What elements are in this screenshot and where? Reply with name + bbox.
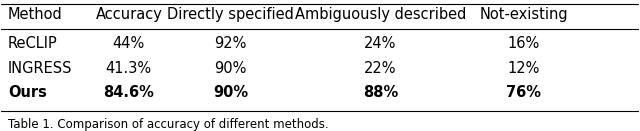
Text: 22%: 22% xyxy=(364,61,397,76)
Text: 12%: 12% xyxy=(508,61,540,76)
Text: 24%: 24% xyxy=(364,36,397,51)
Text: Ours: Ours xyxy=(8,85,47,100)
Text: Table 1. Comparison of accuracy of different methods.: Table 1. Comparison of accuracy of diffe… xyxy=(8,118,328,131)
Text: 90%: 90% xyxy=(214,61,247,76)
Text: Accuracy: Accuracy xyxy=(95,7,163,22)
Text: 92%: 92% xyxy=(214,36,247,51)
Text: 90%: 90% xyxy=(213,85,248,100)
Text: 84.6%: 84.6% xyxy=(104,85,154,100)
Text: 76%: 76% xyxy=(506,85,541,100)
Text: 44%: 44% xyxy=(113,36,145,51)
Text: Method: Method xyxy=(8,7,63,22)
Text: Ambiguously described: Ambiguously described xyxy=(295,7,466,22)
Text: 41.3%: 41.3% xyxy=(106,61,152,76)
Text: Not-existing: Not-existing xyxy=(479,7,568,22)
Text: 16%: 16% xyxy=(508,36,540,51)
Text: Directly specified: Directly specified xyxy=(167,7,294,22)
Text: ReCLIP: ReCLIP xyxy=(8,36,58,51)
Text: INGRESS: INGRESS xyxy=(8,61,72,76)
Text: 88%: 88% xyxy=(363,85,398,100)
